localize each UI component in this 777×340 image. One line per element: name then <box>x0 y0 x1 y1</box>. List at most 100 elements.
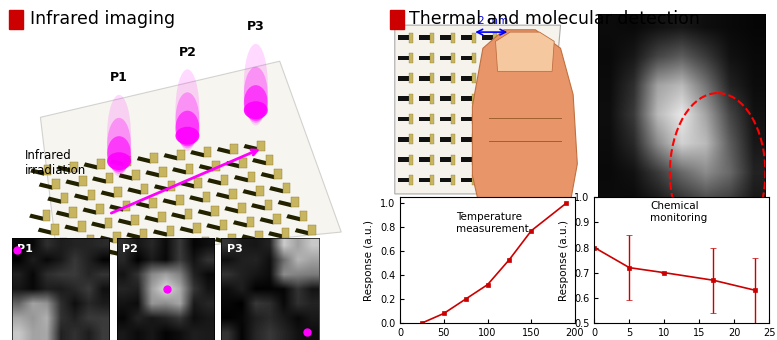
Bar <box>308 225 316 235</box>
Bar <box>274 169 282 179</box>
Bar <box>524 56 535 60</box>
Bar <box>451 94 455 104</box>
Bar <box>451 155 455 165</box>
Bar <box>199 164 214 171</box>
Bar <box>57 166 72 173</box>
Polygon shape <box>40 61 341 260</box>
Bar <box>440 157 451 162</box>
Bar <box>91 222 106 229</box>
Bar <box>503 157 514 162</box>
Polygon shape <box>496 32 554 71</box>
Bar <box>461 35 472 40</box>
Bar <box>524 137 535 142</box>
Bar <box>207 178 222 185</box>
Bar <box>234 175 249 182</box>
Ellipse shape <box>107 95 131 176</box>
Bar <box>106 173 113 183</box>
Bar <box>461 96 472 101</box>
Bar <box>472 114 476 124</box>
Bar <box>482 56 493 60</box>
Bar <box>65 180 81 187</box>
Bar <box>108 250 124 257</box>
Bar <box>535 94 538 104</box>
Bar <box>83 163 99 170</box>
Bar <box>239 158 246 168</box>
Bar <box>134 246 150 254</box>
Bar <box>535 33 538 43</box>
Bar <box>260 217 275 224</box>
Bar <box>503 56 514 60</box>
Bar <box>398 96 409 101</box>
Bar <box>180 181 196 188</box>
Bar <box>74 193 89 201</box>
Bar <box>171 212 186 220</box>
Bar <box>493 53 497 63</box>
Bar <box>145 216 160 223</box>
Bar <box>82 207 98 215</box>
Bar <box>409 114 413 124</box>
Bar <box>503 137 514 142</box>
Bar <box>29 214 44 221</box>
Bar <box>430 114 434 124</box>
Bar <box>166 226 174 236</box>
Bar <box>126 233 141 240</box>
Bar <box>114 187 122 197</box>
Bar <box>451 33 455 43</box>
Ellipse shape <box>176 111 200 146</box>
Bar <box>294 228 310 235</box>
Bar <box>30 169 46 176</box>
Text: P2: P2 <box>123 244 138 254</box>
Ellipse shape <box>244 101 268 119</box>
Bar <box>472 134 476 144</box>
Bar <box>37 228 53 235</box>
Ellipse shape <box>176 92 200 149</box>
Bar <box>291 197 299 207</box>
Text: Finger (35 °C): Finger (35 °C) <box>437 233 529 246</box>
Ellipse shape <box>244 44 268 125</box>
Bar <box>409 175 413 185</box>
Bar <box>419 56 430 60</box>
Bar <box>54 256 70 263</box>
Bar <box>482 96 493 101</box>
Bar <box>69 207 77 218</box>
Bar <box>461 137 472 142</box>
Ellipse shape <box>107 136 131 172</box>
Bar <box>140 229 148 239</box>
Bar <box>451 114 455 124</box>
Bar <box>440 96 451 101</box>
Bar <box>430 73 434 83</box>
Bar <box>188 240 204 248</box>
Bar <box>136 201 152 208</box>
Bar <box>60 238 68 249</box>
Bar <box>514 175 517 185</box>
Bar <box>524 178 535 182</box>
Bar <box>503 117 514 121</box>
Bar <box>430 53 434 63</box>
Bar <box>472 94 476 104</box>
Bar <box>216 192 231 199</box>
Bar <box>251 203 267 210</box>
Bar <box>472 73 476 83</box>
Bar <box>503 35 514 40</box>
Bar <box>56 210 71 218</box>
Bar <box>71 162 78 172</box>
Bar <box>277 200 293 207</box>
Bar <box>100 190 116 198</box>
Bar <box>88 190 95 201</box>
Bar <box>119 173 134 181</box>
Bar <box>409 155 413 165</box>
Text: Infrared
irradiation: Infrared irradiation <box>25 149 86 177</box>
Bar <box>73 239 89 246</box>
Bar <box>398 178 409 182</box>
Bar <box>430 94 434 104</box>
Bar <box>225 161 241 168</box>
Bar <box>493 134 497 144</box>
Text: Thermal and molecular detection: Thermal and molecular detection <box>409 11 700 28</box>
Bar <box>175 240 183 250</box>
Bar <box>151 153 158 163</box>
Bar <box>535 134 538 144</box>
Y-axis label: Response (a.u.): Response (a.u.) <box>559 220 569 301</box>
Bar <box>482 157 493 162</box>
Bar <box>179 226 195 234</box>
Bar <box>148 243 156 254</box>
